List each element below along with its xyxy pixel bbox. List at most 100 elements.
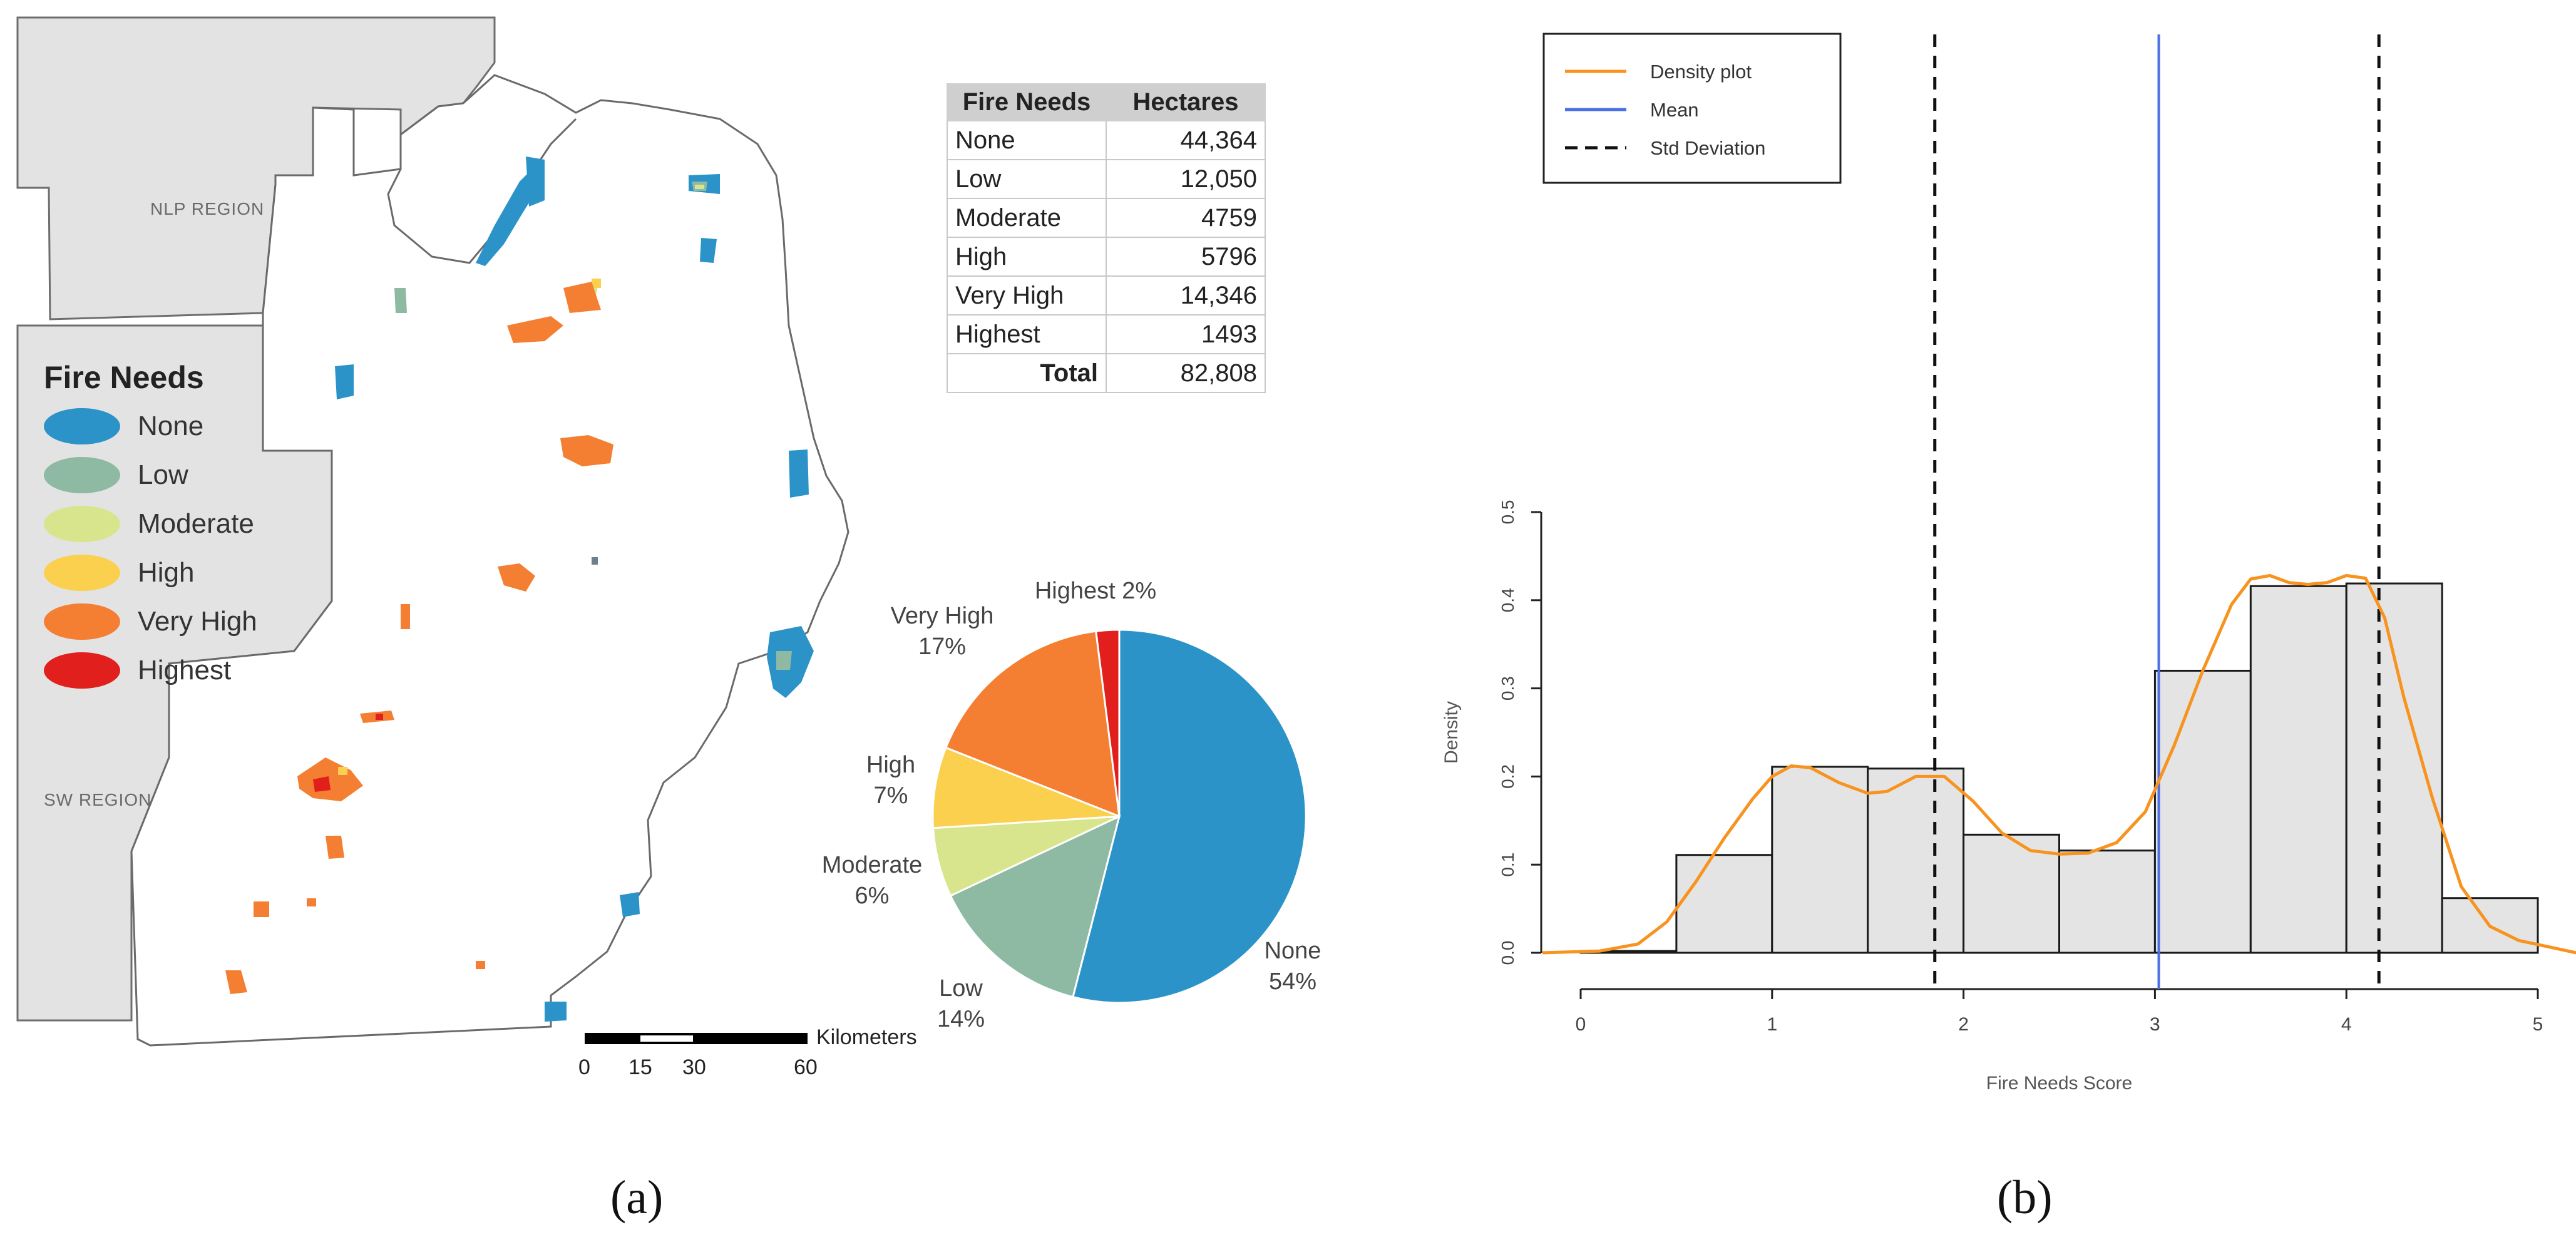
patch-moderate <box>695 185 704 189</box>
patch-very-high <box>401 604 410 629</box>
table-row: Highest 1493 <box>947 314 1266 354</box>
hectares-table: Fire Needs Hectares None 44,364 Low 12,0… <box>947 83 1266 393</box>
table-total-row: Total 82,808 <box>947 353 1266 393</box>
patch-very-high <box>254 901 269 917</box>
patch-very-high <box>476 961 485 969</box>
table-cell-value: 14,346 <box>1106 275 1266 316</box>
x-tick-label: 0 <box>1576 1014 1586 1035</box>
table-total-label: Total <box>947 353 1107 393</box>
patch-high <box>592 279 601 288</box>
y-tick-label: 0.2 <box>1498 764 1517 789</box>
table-cell-value: 1493 <box>1106 314 1266 354</box>
legend-item: Moderate <box>44 500 257 548</box>
chart-legend-label: Density plot <box>1650 61 1752 83</box>
patch-none <box>592 557 598 565</box>
pie-slice-label: Moderate 6% <box>821 852 923 910</box>
density-curve <box>1542 573 2576 955</box>
legend-swatch-very-high <box>44 603 120 640</box>
patch-very-high <box>560 435 613 466</box>
histogram-bar <box>2345 582 2443 954</box>
y-tick-label: 0.0 <box>1498 941 1517 965</box>
patch-none <box>700 238 717 263</box>
patch-very-high <box>498 563 535 592</box>
panel-label-a: (a) <box>610 1171 664 1224</box>
y-tick-label: 0.4 <box>1498 588 1517 612</box>
study-region-outline <box>130 74 849 1047</box>
scale-tick-label: 15 <box>629 1055 652 1079</box>
legend-swatch-none <box>44 408 120 444</box>
y-tick-label: 0.1 <box>1498 853 1517 877</box>
patch-high <box>338 767 347 775</box>
table-row: High 5796 <box>947 237 1266 277</box>
histogram-bar <box>1675 854 1773 954</box>
table-row: Very High 14,346 <box>947 275 1266 316</box>
table-header: Fire Needs <box>947 83 1107 121</box>
histogram-bar <box>1867 767 1965 954</box>
x-axis-label: Fire Needs Score <box>1986 1073 2132 1094</box>
y-axis-label: Density <box>1441 701 1462 764</box>
chart-legend-label: Mean <box>1650 99 1699 121</box>
legend-label: Highest <box>138 655 232 685</box>
histogram-bar <box>2441 897 2539 954</box>
table-header-row: Fire Needs Hectares <box>947 83 1266 121</box>
table-row: None 44,364 <box>947 120 1266 160</box>
x-tick-label: 3 <box>2150 1014 2160 1035</box>
pie-slice-very-high <box>944 630 1121 818</box>
patch-none <box>335 364 354 399</box>
table-cell-value: 4759 <box>1106 198 1266 238</box>
histogram-bar <box>2153 669 2252 954</box>
patch-very-high <box>307 898 316 906</box>
map-legend: Fire Needs None Low Moderate High Very H… <box>44 359 257 695</box>
legend-label: Low <box>138 459 188 490</box>
legend-item: Highest <box>44 646 257 695</box>
table-row: Low 12,050 <box>947 159 1266 199</box>
patch-none <box>526 157 545 207</box>
legend-label: High <box>138 557 195 588</box>
patch-low <box>394 288 407 313</box>
legend-item: Low <box>44 451 257 500</box>
patch-highest <box>313 776 331 792</box>
patch-none <box>545 1002 567 1022</box>
legend-label: Moderate <box>138 508 254 539</box>
y-tick-label: 0.5 <box>1498 500 1517 525</box>
legend-title: Fire Needs <box>44 360 204 395</box>
table-header: Hectares <box>1106 83 1266 121</box>
table-cell-value: 5796 <box>1106 237 1266 277</box>
inner-coastline <box>387 118 577 264</box>
pie-slice-high <box>931 746 1120 829</box>
scale-tick-label: 0 <box>578 1055 590 1079</box>
pie-slice-highest <box>1095 629 1121 817</box>
scale-tick-label: 60 <box>794 1055 818 1079</box>
table-row: Moderate 4759 <box>947 198 1266 238</box>
table-total-value: 82,808 <box>1106 353 1266 393</box>
pie-slice-none <box>1072 629 1307 1004</box>
pie-slice-label: Low 14% <box>936 975 985 1033</box>
y-tick-label: 0.3 <box>1498 676 1517 701</box>
histogram-bar <box>1963 833 2061 954</box>
legend-item: Very High <box>44 597 257 646</box>
table-cell-name: None <box>947 120 1107 160</box>
legend-item: High <box>44 548 257 597</box>
histogram-bar <box>2249 585 2348 954</box>
chart-legend-label: Std Deviation <box>1650 137 1765 159</box>
fire-patches <box>225 157 814 1022</box>
table-cell-name: Moderate <box>947 198 1107 238</box>
scale-unit-label: Kilometers <box>816 1025 917 1049</box>
table-cell-name: High <box>947 237 1107 277</box>
x-tick-label: 5 <box>2533 1014 2543 1035</box>
patch-very-high <box>507 316 563 343</box>
legend-swatch-high <box>44 555 120 591</box>
table-cell-name: Very High <box>947 275 1107 316</box>
panel-label-b: (b) <box>1997 1171 2053 1224</box>
pie-slice-label: Highest 2% <box>1034 578 1157 604</box>
region-label-sw: SW REGION <box>44 790 152 809</box>
legend-swatch-low <box>44 457 120 493</box>
histogram-bar <box>2058 849 2156 954</box>
patch-low <box>776 651 792 670</box>
table-cell-name: Highest <box>947 314 1107 354</box>
histogram-bar <box>1771 766 1869 954</box>
patch-very-high <box>326 836 344 859</box>
region-label-nlp: NLP REGION <box>150 199 265 218</box>
